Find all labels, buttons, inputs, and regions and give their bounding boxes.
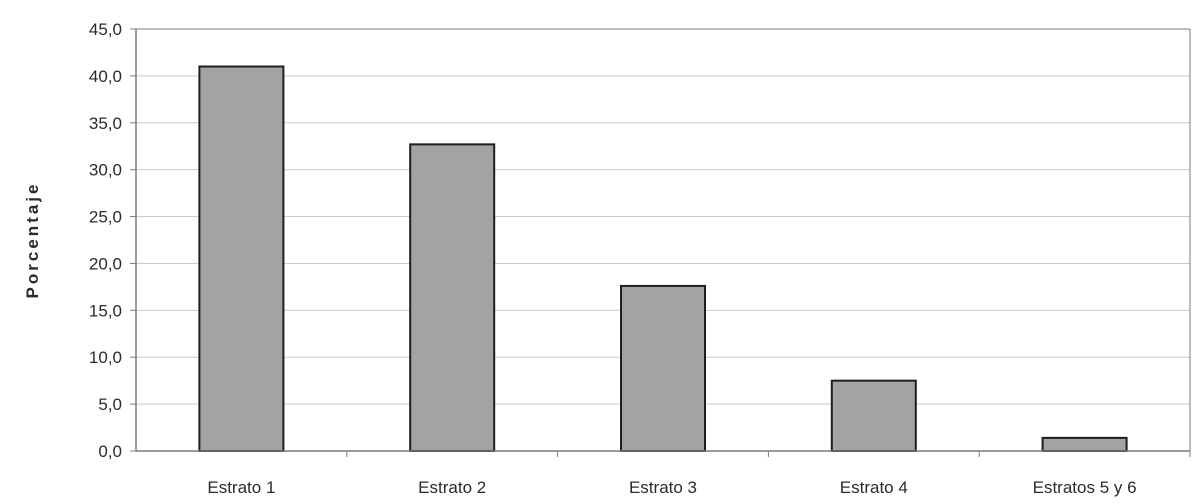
x-category-labels: Estrato 1 Estrato 2 Estrato 3 Estrato 4 Estr… [207,478,1136,497]
x-category-label: Estrato 2 [418,478,486,497]
bar [620,284,706,452]
y-axis-title: Porcentaje [23,182,42,299]
x-category-label: Estratos 5 y 6 [1033,478,1137,497]
y-tick-label: 30,0 [89,161,122,180]
y-tick-labels: 0,0 5,0 10,0 15,0 20,0 25,0 30,0 35,0 40,0 45,0 [89,20,122,461]
y-tick-label: 10,0 [89,348,122,367]
x-category-label: Estrato 3 [629,478,697,497]
x-category-label: Estrato 4 [840,478,908,497]
y-tick-label: 25,0 [89,208,122,227]
bar [198,65,285,452]
x-category-label: Estrato 1 [207,478,275,497]
axes [130,28,1191,457]
bars [198,65,1128,453]
y-tick-label: 35,0 [89,114,122,133]
y-tick-label: 40,0 [89,67,122,86]
y-tick-label: 45,0 [89,20,122,39]
bar [409,143,496,452]
y-tick-label: 15,0 [89,301,122,320]
bar [830,379,917,452]
y-tick-label: 5,0 [98,395,122,414]
bar [1041,436,1128,453]
y-tick-label: 20,0 [89,254,122,273]
y-tick-label: 0,0 [98,442,122,461]
